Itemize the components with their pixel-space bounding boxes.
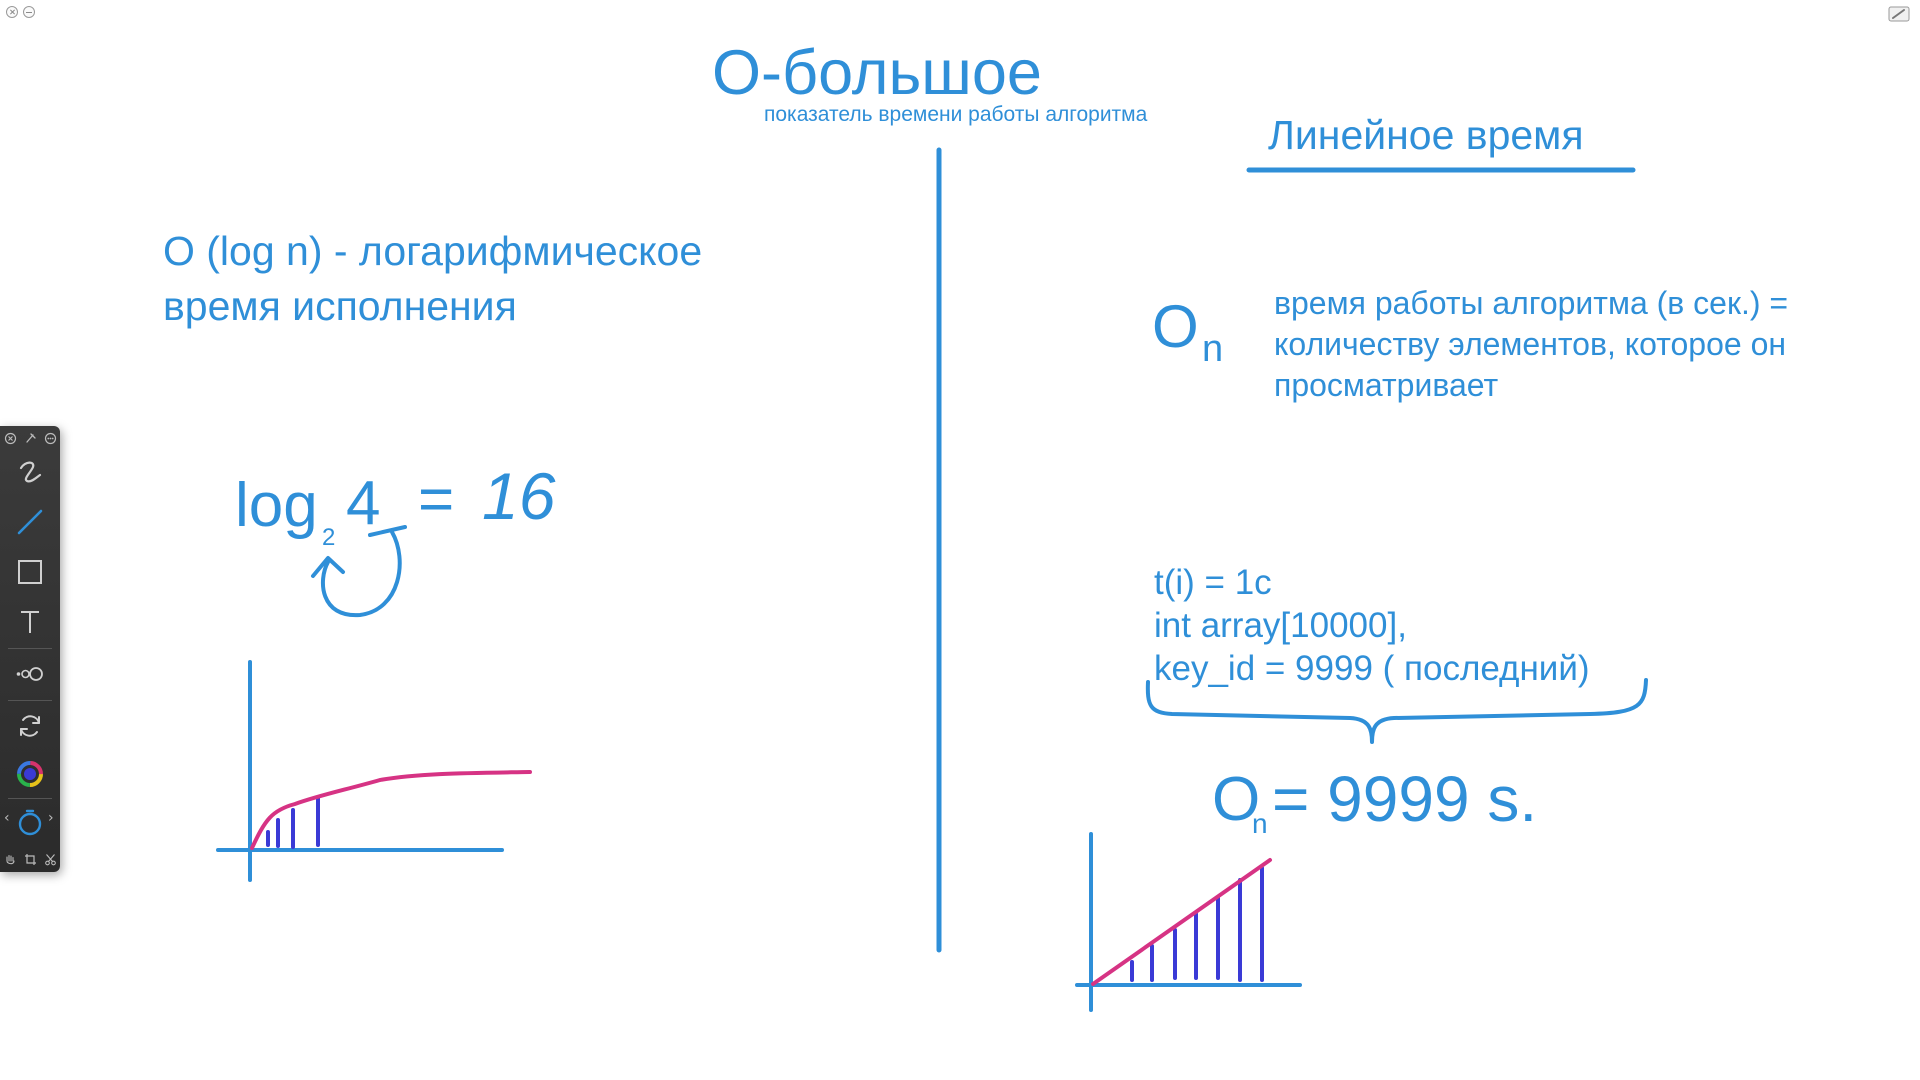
log-heading-line1: O (log n) - логарифмическое: [163, 228, 703, 274]
tool-palette: ‹ ›: [0, 426, 60, 872]
text-tool-button[interactable]: [0, 600, 60, 644]
loop-arrow: [320, 530, 402, 618]
palette-divider: [8, 700, 52, 701]
hand-icon[interactable]: [4, 853, 17, 866]
scissors-icon[interactable]: [44, 853, 57, 866]
palette-divider: [8, 798, 52, 799]
loop-arrow-head: [311, 556, 345, 578]
stroke-width-icon: [16, 667, 43, 681]
code-line3: key_id = 9999 ( последний): [1154, 649, 1590, 688]
log-formula-base: 2: [322, 524, 336, 551]
page-subtitle: показатель времени работы алгоритма: [764, 103, 1148, 126]
code-line1: t(i) = 1c: [1154, 563, 1272, 602]
timer-icon: [18, 809, 42, 836]
close-window-icon[interactable]: [6, 6, 18, 18]
description-line2: количеству элементов, которое он: [1274, 326, 1787, 362]
result-subscript: n: [1252, 808, 1268, 839]
linear-heading: Линейное время: [1268, 112, 1584, 158]
crop-icon[interactable]: [24, 853, 37, 866]
o-notation-letter: O: [1152, 293, 1199, 360]
timer-button[interactable]: [0, 800, 60, 844]
log-formula-result: 16: [482, 459, 556, 533]
rotate-icon: [20, 715, 40, 737]
window-controls: [6, 6, 35, 18]
line-icon: [17, 509, 43, 535]
log-formula-equals: =: [418, 465, 455, 534]
rotate-button[interactable]: [0, 704, 60, 748]
o-notation-subscript: n: [1202, 328, 1224, 370]
color-picker-button[interactable]: [0, 752, 60, 796]
next-arrow-icon[interactable]: ›: [48, 810, 54, 826]
description-line3: просматривает: [1274, 367, 1499, 403]
stroke-width-button[interactable]: [0, 652, 60, 696]
line-tool-button[interactable]: [0, 500, 60, 544]
result-value: = 9999 s.: [1272, 763, 1538, 835]
fullscreen-icon[interactable]: [1888, 6, 1910, 22]
log-formula-log: log: [235, 471, 318, 540]
palette-header: [0, 430, 60, 446]
linear-graph-line: [1091, 858, 1272, 986]
palette-more-icon[interactable]: [44, 432, 57, 445]
pen-tool-button[interactable]: [0, 450, 60, 494]
rectangle-tool-button[interactable]: [0, 550, 60, 594]
strike-mark: [368, 525, 407, 537]
palette-pin-icon[interactable]: [24, 432, 37, 445]
palette-close-icon[interactable]: [4, 432, 17, 445]
minimize-window-icon[interactable]: [23, 6, 35, 18]
log-heading-line2: время исполнения: [163, 283, 517, 329]
rectangle-icon: [18, 560, 42, 584]
log-formula-arg: 4: [346, 469, 381, 538]
result-o-letter: O: [1212, 765, 1261, 834]
log-graph-curve: [250, 770, 532, 850]
previous-arrow-icon[interactable]: ‹: [4, 810, 10, 826]
palette-footer: [0, 850, 60, 868]
code-line2: int array[10000],: [1154, 606, 1407, 645]
page-title: О-большое: [712, 38, 1042, 108]
color-wheel-icon: [17, 761, 43, 787]
text-icon: [21, 611, 39, 633]
description-line1: время работы алгоритма (в сек.) =: [1274, 285, 1789, 321]
pen-icon: [19, 461, 42, 483]
palette-divider: [8, 648, 52, 649]
curly-brace: [1145, 678, 1648, 744]
